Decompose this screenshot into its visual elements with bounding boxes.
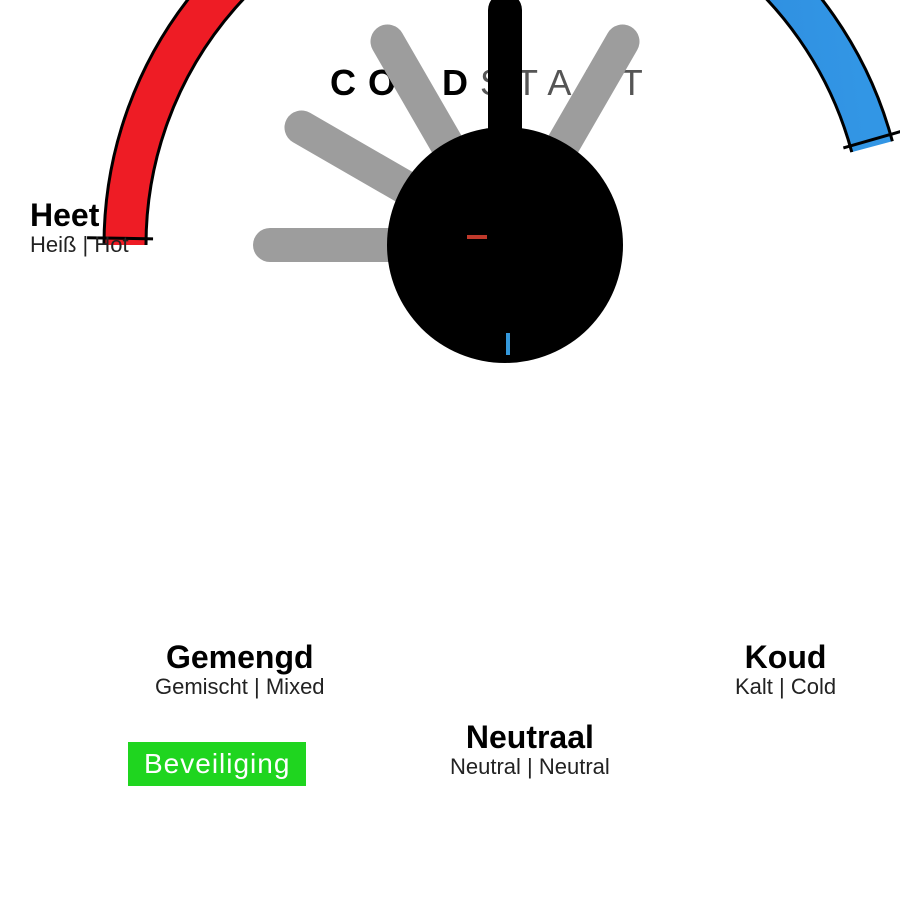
label-neutraal-primary: Neutraal — [450, 720, 610, 755]
label-gemengd-primary: Gemengd — [155, 640, 325, 675]
label-gemengd: Gemengd Gemischt | Mixed — [155, 640, 325, 699]
label-heet: Heet Heiß | Hot — [30, 198, 129, 257]
label-koud-secondary: Kalt | Cold — [735, 675, 836, 699]
label-koud: Koud Kalt | Cold — [735, 640, 836, 699]
label-heet-secondary: Heiß | Hot — [30, 233, 129, 257]
safety-badge: Beveiliging — [128, 742, 306, 786]
label-koud-primary: Koud — [735, 640, 836, 675]
label-heet-primary: Heet — [30, 198, 129, 233]
label-neutraal: Neutraal Neutral | Neutral — [450, 720, 610, 779]
label-neutraal-secondary: Neutral | Neutral — [450, 755, 610, 779]
diagram-stage: COLDSTART Heet Heiß | Hot Gemengd Gemisc… — [0, 0, 900, 900]
safety-badge-text: Beveiliging — [144, 748, 290, 779]
knob-icon — [387, 127, 623, 363]
label-gemengd-secondary: Gemischt | Mixed — [155, 675, 325, 699]
